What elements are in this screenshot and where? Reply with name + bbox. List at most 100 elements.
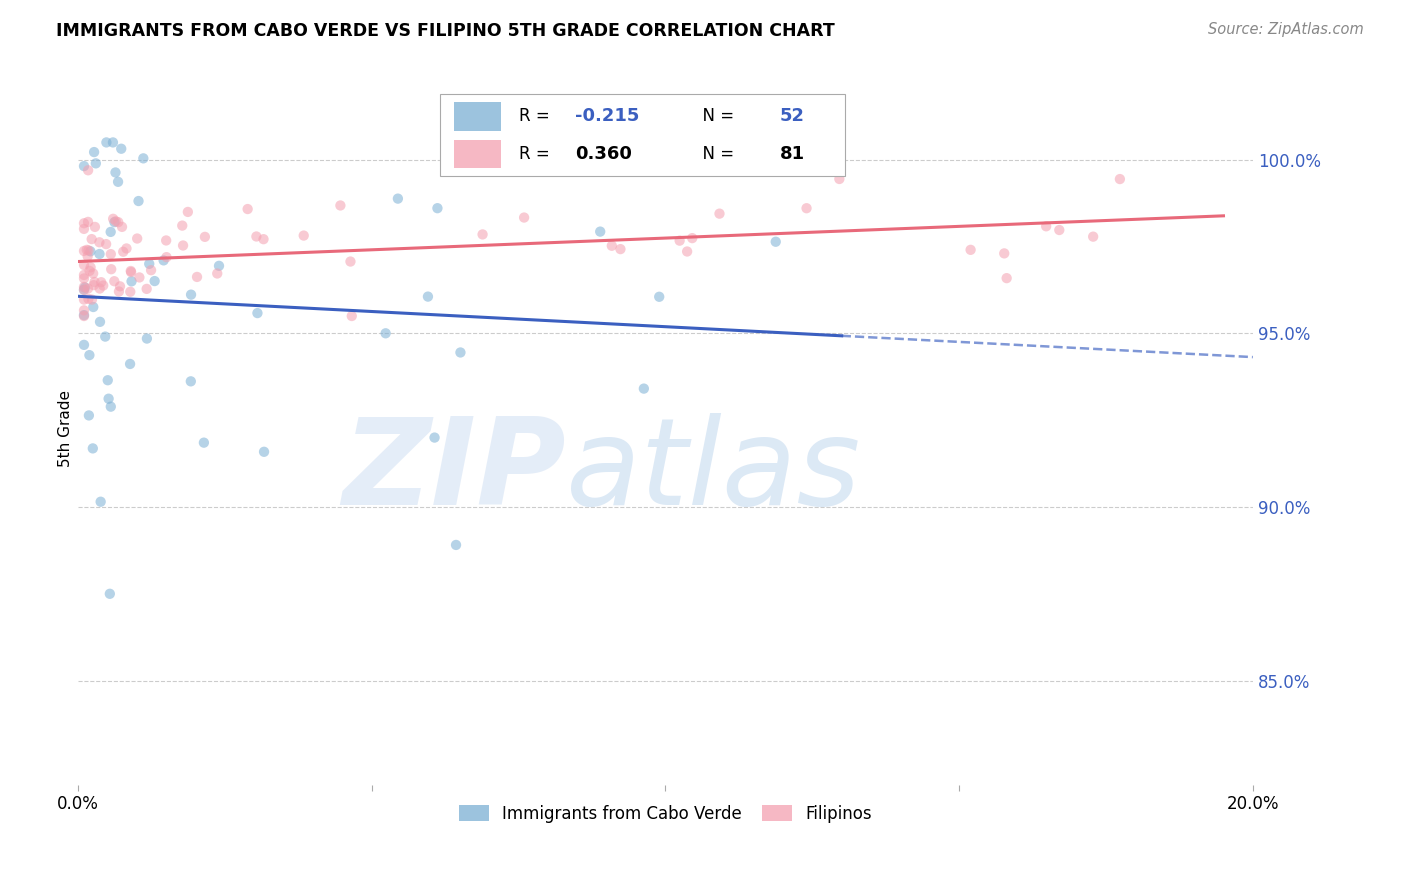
Point [82,267,104,281]
Point [73,159,96,173]
Point [101,211,124,226]
Point [449,345,471,359]
Point [120,357,142,371]
Text: 52: 52 [779,107,804,126]
Point [73,303,96,318]
Point [245,229,267,244]
Point [246,306,269,320]
Point [90,494,112,508]
Point [828,172,851,186]
Point [73,280,96,294]
Point [600,239,623,253]
Text: atlas: atlas [565,413,860,530]
Point [79,260,101,275]
Point [73,216,96,230]
Point [77,163,100,178]
Point [107,215,129,229]
Point [127,231,149,245]
Point [73,271,96,285]
Point [82,442,104,456]
Point [426,201,449,215]
Point [97,373,120,387]
Text: IMMIGRANTS FROM CABO VERDE VS FILIPINO 5TH GRADE CORRELATION CHART: IMMIGRANTS FROM CABO VERDE VS FILIPINO 5… [56,22,835,40]
Point [79,348,101,362]
Point [128,270,150,285]
Point [77,244,100,258]
Point [94,237,117,252]
Point [89,281,111,295]
Point [76,249,98,263]
Point [100,247,122,261]
Point [73,283,96,297]
Point [995,271,1018,285]
Point [121,274,143,288]
Point [77,215,100,229]
Point [959,243,981,257]
Point [107,175,129,189]
Point [83,275,105,289]
Point [97,392,120,406]
Y-axis label: 5th Grade: 5th Grade [58,391,73,467]
Point [103,274,125,288]
Point [96,136,118,150]
Point [329,198,352,212]
Point [73,244,96,258]
Point [374,326,396,341]
Point [633,382,655,396]
Point [108,285,131,299]
Point [101,136,124,150]
Point [339,254,361,268]
Point [77,292,100,306]
Point [135,332,157,346]
Point [120,264,142,278]
FancyBboxPatch shape [454,103,501,130]
Point [84,156,107,170]
Point [77,281,100,295]
Text: N =: N = [693,107,740,126]
Point [253,444,276,458]
Point [1047,223,1070,237]
Point [155,234,177,248]
Point [104,214,127,228]
Point [676,244,699,259]
Point [100,225,122,239]
Text: 81: 81 [779,145,804,163]
Point [444,538,467,552]
Point [89,247,111,261]
Point [73,338,96,352]
Point [292,228,315,243]
Point [104,165,127,179]
Point [648,290,671,304]
Point [73,309,96,323]
Point [180,287,202,301]
Point [108,279,131,293]
Point [681,231,703,245]
Point [73,280,96,294]
Point [471,227,494,242]
Point [83,278,105,293]
Point [100,262,122,277]
Point [89,315,111,329]
Point [76,243,98,257]
Point [135,282,157,296]
Point [416,290,439,304]
Point [186,269,208,284]
Point [143,274,166,288]
Point [765,235,787,249]
Point [423,431,446,445]
Point [128,194,150,208]
Point [208,259,231,273]
Point [111,219,134,234]
Point [194,230,217,244]
Point [112,244,135,259]
Point [1081,229,1104,244]
Point [172,219,194,233]
Point [73,268,96,282]
Text: R =: R = [519,145,554,163]
Point [120,265,142,279]
Point [73,258,96,272]
Point [83,145,105,159]
Point [252,232,274,246]
Point [91,278,114,293]
Point [84,219,107,234]
